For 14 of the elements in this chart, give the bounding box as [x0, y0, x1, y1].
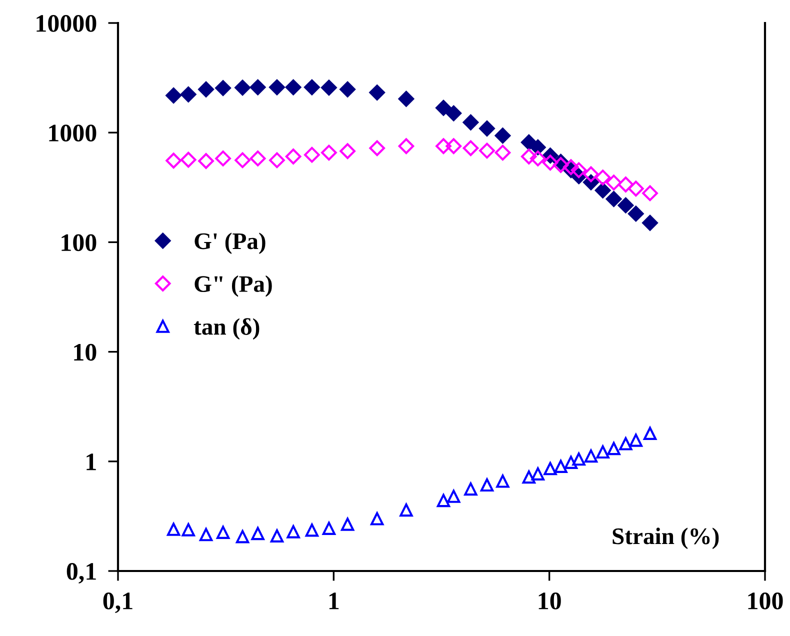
x-tick-label: 10: [538, 592, 561, 610]
legend-label: G' (Pa): [194, 232, 266, 254]
legend-label: tan (δ): [194, 318, 260, 340]
y-tick-label: 100: [62, 234, 96, 252]
y-tick-label: 0,1: [66, 563, 96, 584]
y-tick-label: 10000: [36, 15, 96, 32]
y-tick-label: 1: [86, 454, 96, 470]
x-tick-label: 0,1: [103, 592, 132, 614]
y-tick-label: 1000: [49, 124, 96, 142]
y-tick-label: 10: [74, 344, 96, 361]
legend-label: G" (Pa): [194, 275, 272, 297]
x-tick-label: 100: [748, 592, 783, 610]
x-tick-label: 1: [329, 592, 339, 610]
x-axis-title: Strain (%): [612, 528, 719, 550]
